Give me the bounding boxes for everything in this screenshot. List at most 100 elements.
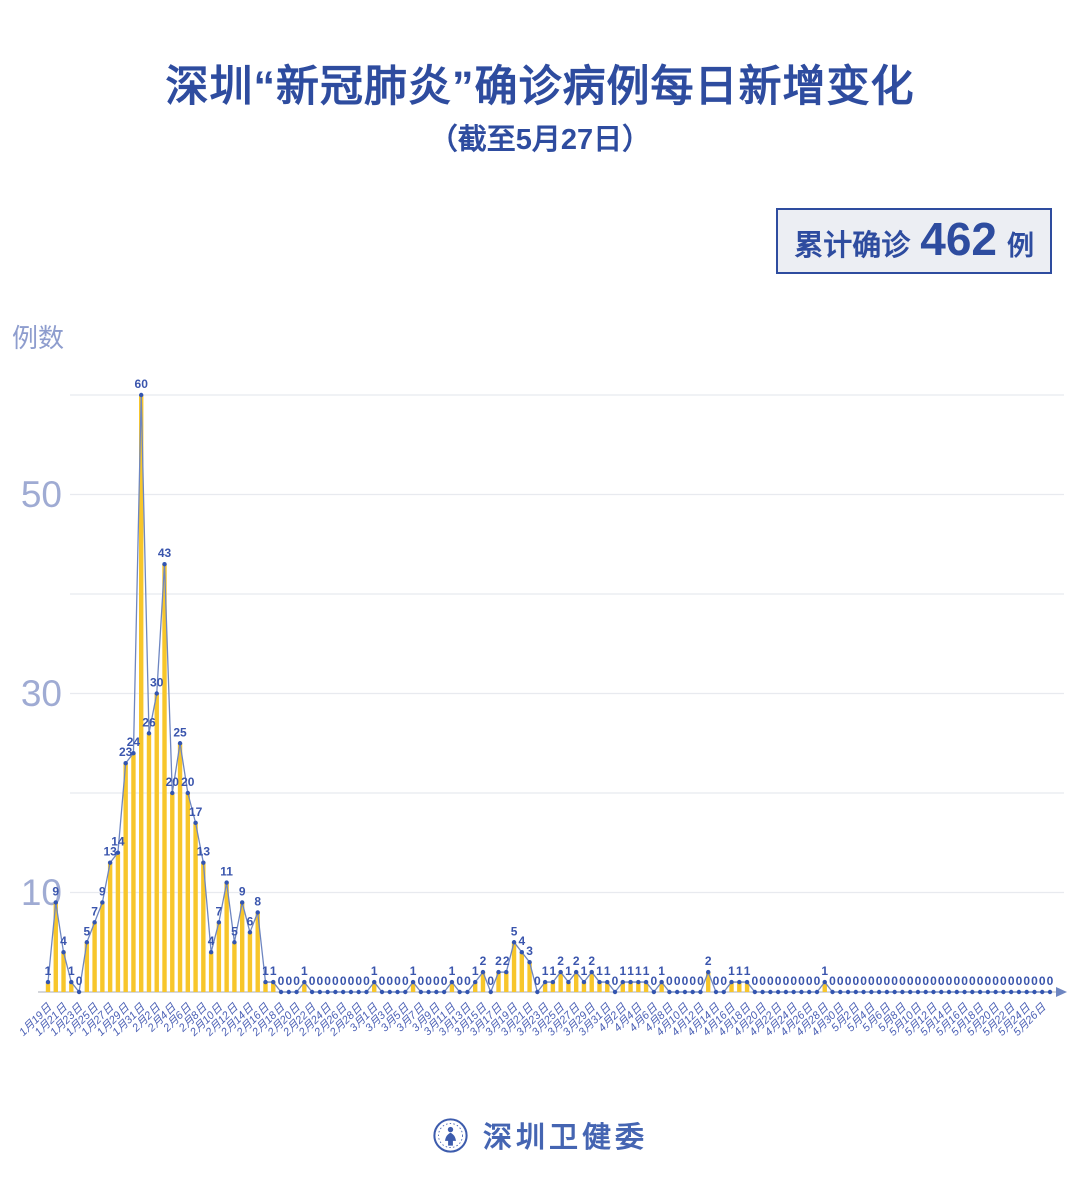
value-label: 1 — [596, 964, 603, 978]
data-point — [395, 989, 400, 995]
value-label: 0 — [1039, 974, 1046, 988]
bar — [131, 753, 136, 992]
bar — [480, 972, 486, 992]
data-point — [931, 989, 936, 995]
data-point — [239, 900, 245, 905]
data-point — [100, 900, 105, 905]
bar — [659, 982, 664, 992]
cumulative-total-badge: 累计确诊 462 例 — [776, 208, 1052, 274]
bar — [372, 982, 377, 992]
data-point — [923, 989, 928, 995]
value-label: 1 — [301, 964, 308, 978]
bar — [566, 982, 571, 992]
value-label: 30 — [150, 676, 164, 690]
data-point — [294, 989, 299, 995]
bar — [208, 952, 214, 992]
data-point — [970, 989, 975, 995]
data-point — [760, 989, 765, 995]
bar — [620, 982, 625, 992]
data-point — [504, 969, 509, 975]
value-label: 0 — [938, 974, 945, 988]
value-label: 1 — [371, 964, 378, 978]
value-label: 14 — [111, 835, 125, 849]
value-label: 0 — [946, 974, 953, 988]
data-point — [643, 979, 649, 985]
bar — [581, 982, 587, 992]
data-point — [713, 989, 719, 995]
bar — [224, 882, 229, 992]
data-point — [674, 989, 680, 995]
data-point — [566, 979, 571, 985]
data-point — [115, 850, 121, 855]
bar — [597, 982, 602, 992]
data-point — [216, 920, 222, 925]
value-label: 1 — [270, 964, 277, 978]
data-point — [706, 969, 711, 975]
chart-canvas: 1030501941057913142324602630432025201713… — [17, 377, 1067, 1039]
bar — [239, 902, 245, 992]
value-label: 0 — [891, 974, 898, 988]
data-point — [426, 989, 431, 995]
value-label: 0 — [845, 974, 852, 988]
data-point — [628, 979, 633, 985]
value-label: 1 — [472, 964, 479, 978]
data-point — [387, 989, 392, 995]
value-label: 0 — [651, 974, 658, 988]
data-point — [744, 979, 750, 985]
bar — [193, 822, 198, 992]
bar — [100, 902, 105, 992]
value-label: 0 — [293, 974, 300, 988]
value-label: 1 — [619, 964, 626, 978]
data-point — [915, 989, 921, 995]
data-point — [667, 989, 672, 995]
data-point — [721, 989, 726, 995]
value-label: 20 — [181, 775, 195, 789]
data-point — [185, 790, 191, 796]
value-label: 0 — [775, 974, 782, 988]
value-label: 0 — [713, 974, 720, 988]
value-label: 0 — [332, 974, 339, 988]
data-point — [636, 979, 641, 985]
bar — [45, 982, 51, 992]
data-point — [993, 989, 998, 995]
bar — [302, 982, 307, 992]
value-label: 5 — [83, 924, 90, 938]
data-point — [651, 989, 657, 995]
data-point — [170, 790, 175, 796]
data-point — [799, 989, 804, 995]
value-label: 5 — [231, 924, 238, 938]
value-label: 0 — [1016, 974, 1023, 988]
bar — [496, 972, 501, 992]
data-point — [900, 989, 905, 995]
data-point — [939, 989, 944, 995]
value-label: 1 — [410, 964, 417, 978]
data-point — [286, 989, 291, 995]
data-point — [53, 900, 58, 905]
value-label: 0 — [425, 974, 432, 988]
y-axis-unit-label: 例数 — [12, 323, 65, 353]
value-label: 0 — [884, 974, 891, 988]
data-point — [488, 989, 493, 995]
bar — [162, 564, 167, 992]
data-point — [1001, 989, 1006, 995]
bar — [550, 982, 556, 992]
bar — [628, 982, 633, 992]
data-point — [962, 989, 967, 995]
data-point — [822, 979, 827, 985]
data-point — [278, 989, 284, 995]
data-point — [177, 741, 183, 746]
data-point — [410, 979, 416, 985]
value-label: 0 — [689, 974, 696, 988]
value-label: 1 — [744, 964, 751, 978]
bar — [263, 982, 268, 992]
value-label: 4 — [208, 934, 215, 948]
value-label: 2 — [480, 954, 487, 968]
data-point — [162, 561, 167, 567]
value-label: 20 — [166, 775, 180, 789]
data-point — [271, 979, 276, 985]
data-point — [1008, 989, 1014, 995]
bar — [255, 912, 260, 992]
data-point — [333, 989, 338, 995]
data-point — [659, 979, 664, 985]
